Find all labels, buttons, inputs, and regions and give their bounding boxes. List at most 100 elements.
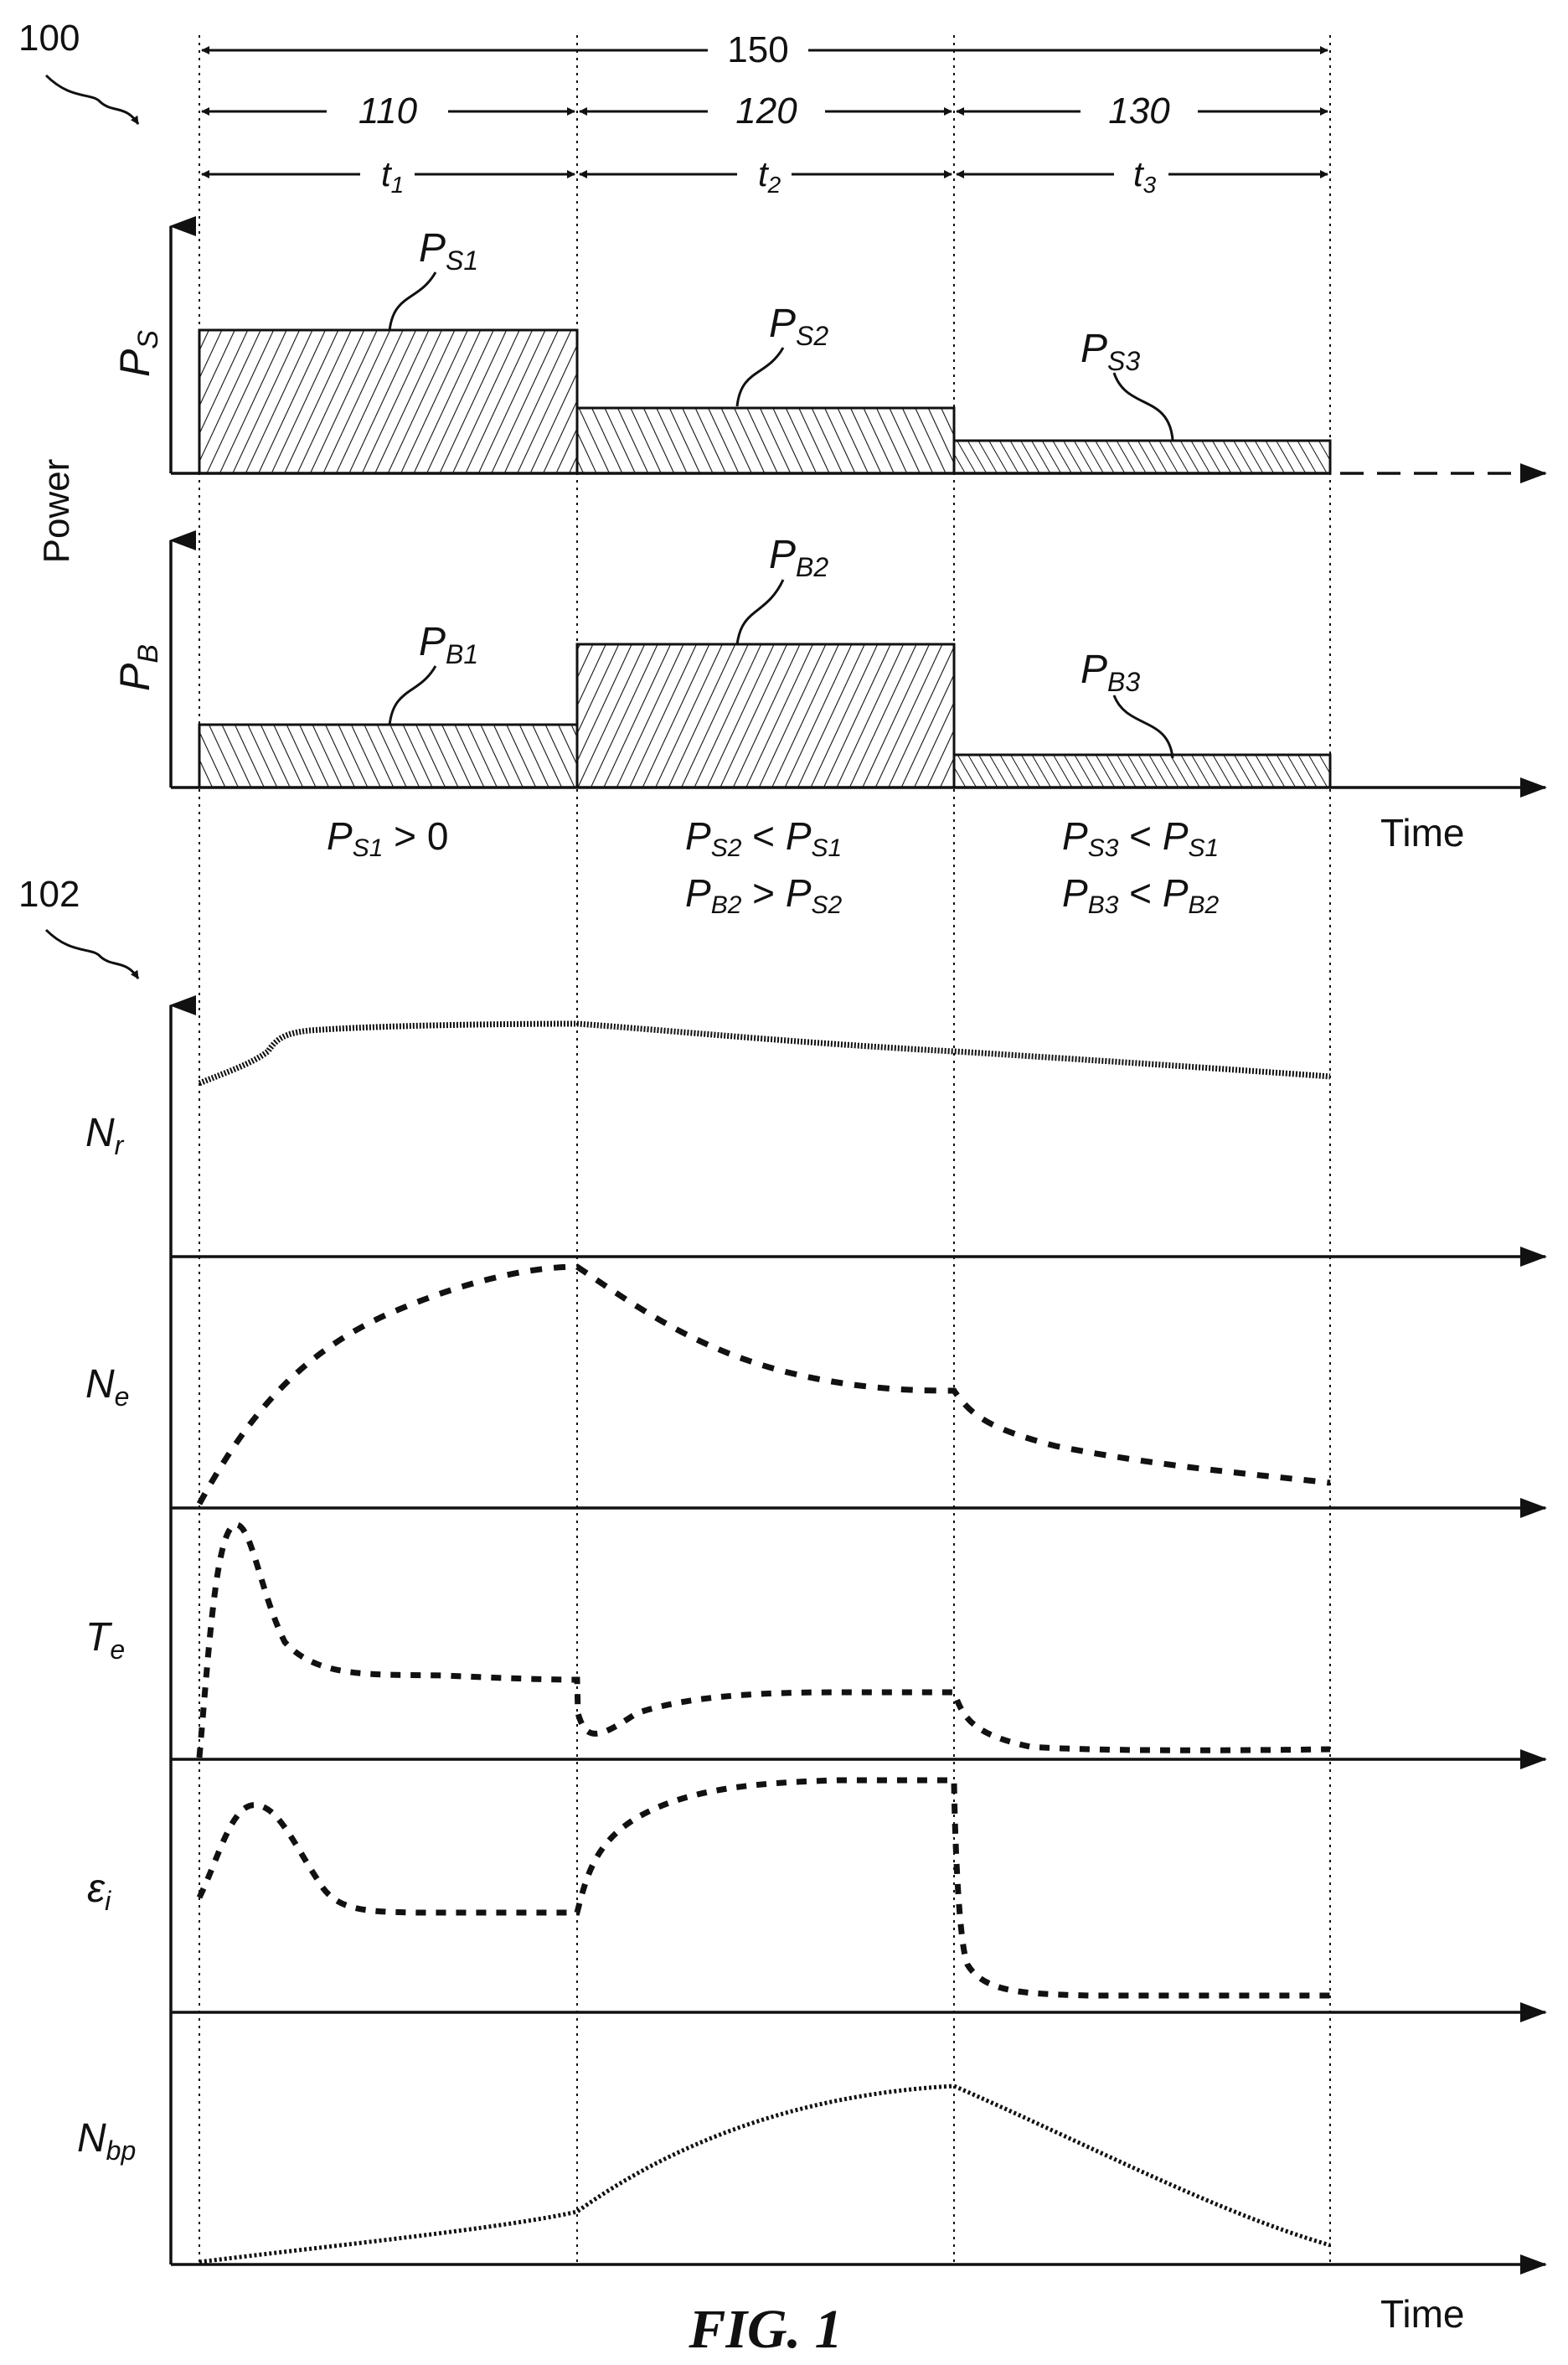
pb-axis-main: P <box>111 663 158 691</box>
c3b-b-sub: B2 <box>1189 891 1220 919</box>
pb1-leader <box>389 666 436 726</box>
ref-100-arrow <box>46 75 138 124</box>
curve-nr <box>199 1024 1330 1083</box>
ps1-leader <box>389 272 436 331</box>
pb3-bar <box>954 755 1330 787</box>
nr-sub: r <box>115 1130 125 1160</box>
condition-2b: PB2 > PS2 <box>685 871 843 919</box>
ps1-label: PS1 <box>419 226 478 276</box>
condition-2a: PS2 < PS1 <box>685 814 842 862</box>
label-ei: εi <box>87 1867 111 1916</box>
pb1-main: P <box>419 620 446 664</box>
c2b-a-sub: B2 <box>711 891 742 919</box>
ps-axis-main: P <box>111 349 158 377</box>
ei-sub: i <box>105 1886 111 1916</box>
pb1-sub: B1 <box>446 639 478 669</box>
pb2-bar <box>577 644 954 787</box>
dur-t1-label: t1 <box>381 154 404 198</box>
dur-120-label: 120 <box>735 90 797 132</box>
c2a-b-sub: S1 <box>812 834 843 862</box>
ps-axis-sub: S <box>132 330 164 349</box>
nbp-main: N <box>77 2116 106 2161</box>
label-nr: Nr <box>85 1111 125 1160</box>
dur-t2-label: t2 <box>758 154 781 198</box>
dur-t1-sub: 1 <box>391 172 405 198</box>
ne-main: N <box>85 1362 115 1407</box>
conditions: PS1 > 0 PS2 < PS1 PB2 > PS2 PS3 < PS1 PB… <box>327 814 1220 919</box>
c3a-b-main: P <box>1163 814 1189 858</box>
c3b-op: < <box>1118 871 1162 915</box>
pb3-leader <box>1114 695 1173 758</box>
ps3-label: PS3 <box>1081 327 1140 376</box>
c2a-a-sub: S2 <box>711 834 742 862</box>
curve-ei <box>199 1780 1330 1996</box>
ps3-leader <box>1114 373 1173 440</box>
ps1-main: P <box>419 226 446 271</box>
te-main: T <box>85 1615 113 1660</box>
ps-axis-label: PS <box>111 330 164 377</box>
c2a-a-main: P <box>685 814 711 858</box>
pb3-sub: B3 <box>1107 667 1140 697</box>
ref-100-text: 100 <box>18 18 80 59</box>
ps3-main: P <box>1081 327 1107 371</box>
trace-labels: Nr Ne Te εi Nbp <box>77 1111 136 2166</box>
nr-main: N <box>85 1111 115 1155</box>
ps3-sub: S3 <box>1107 346 1140 376</box>
c2b-a-main: P <box>685 871 711 915</box>
dur-110-label: 110 <box>358 90 418 132</box>
pb-axis-sub: B <box>132 644 164 664</box>
te-sub: e <box>110 1634 125 1665</box>
pb2-sub: B2 <box>796 552 828 582</box>
c3a-a-main: P <box>1062 814 1088 858</box>
dur-150-label: 150 <box>727 29 788 70</box>
ei-main: ε <box>87 1867 106 1911</box>
dur-t3-sub: 3 <box>1143 172 1157 198</box>
pb-axis-label: PB <box>111 644 164 691</box>
ps2-leader <box>737 348 783 406</box>
ne-sub: e <box>115 1381 130 1412</box>
pb3-main: P <box>1081 648 1107 692</box>
ps2-bar <box>577 408 954 473</box>
pb1-bar <box>199 725 577 787</box>
condition-1: PS1 > 0 <box>327 814 448 862</box>
pb3-label: PB3 <box>1081 648 1140 697</box>
c3a-b-sub: S1 <box>1189 834 1220 862</box>
ref-102-text: 102 <box>18 874 80 915</box>
c2b-op: > <box>741 871 785 915</box>
curve-ne <box>199 1267 1330 1504</box>
c3b-b-main: P <box>1163 871 1189 915</box>
curve-te <box>199 1525 1330 1758</box>
c1-a-sub: S1 <box>353 834 384 862</box>
c1-rest: > 0 <box>383 814 448 858</box>
label-nbp: Nbp <box>77 2116 136 2166</box>
dur-130-label: 130 <box>1108 90 1170 132</box>
curve-nbp <box>199 2086 1330 2262</box>
c2b-b-main: P <box>786 871 812 915</box>
ref-102-arrow <box>46 930 138 979</box>
dur-t3-label: t3 <box>1133 154 1157 198</box>
trace-axes <box>171 1005 1545 2264</box>
pb2-label: PB2 <box>769 533 828 582</box>
ps-bars <box>199 330 1330 473</box>
c3b-a-main: P <box>1062 871 1088 915</box>
time-label-bottom: Time <box>1380 2292 1465 2336</box>
ps3-bar <box>954 441 1330 473</box>
c1-a-main: P <box>327 814 353 858</box>
pb1-label: PB1 <box>419 620 478 669</box>
c2b-b-sub: S2 <box>812 891 843 919</box>
ps2-main: P <box>769 302 796 346</box>
ps1-sub: S1 <box>446 245 478 276</box>
ref-102: 102 <box>18 874 138 979</box>
pb-bars <box>199 644 1330 787</box>
ps2-label: PS2 <box>769 302 828 351</box>
pb2-leader <box>737 580 783 645</box>
dur-t2-sub: 2 <box>767 172 781 198</box>
c2a-op: < <box>741 814 785 858</box>
power-axis-label: Power <box>36 459 77 564</box>
c3b-a-sub: B3 <box>1088 891 1119 919</box>
c3a-a-sub: S3 <box>1088 834 1119 862</box>
duration-labels: 150 110 120 130 t1 t2 t3 <box>358 29 1170 198</box>
ps2-sub: S2 <box>796 321 828 351</box>
nbp-sub: bp <box>106 2135 137 2166</box>
